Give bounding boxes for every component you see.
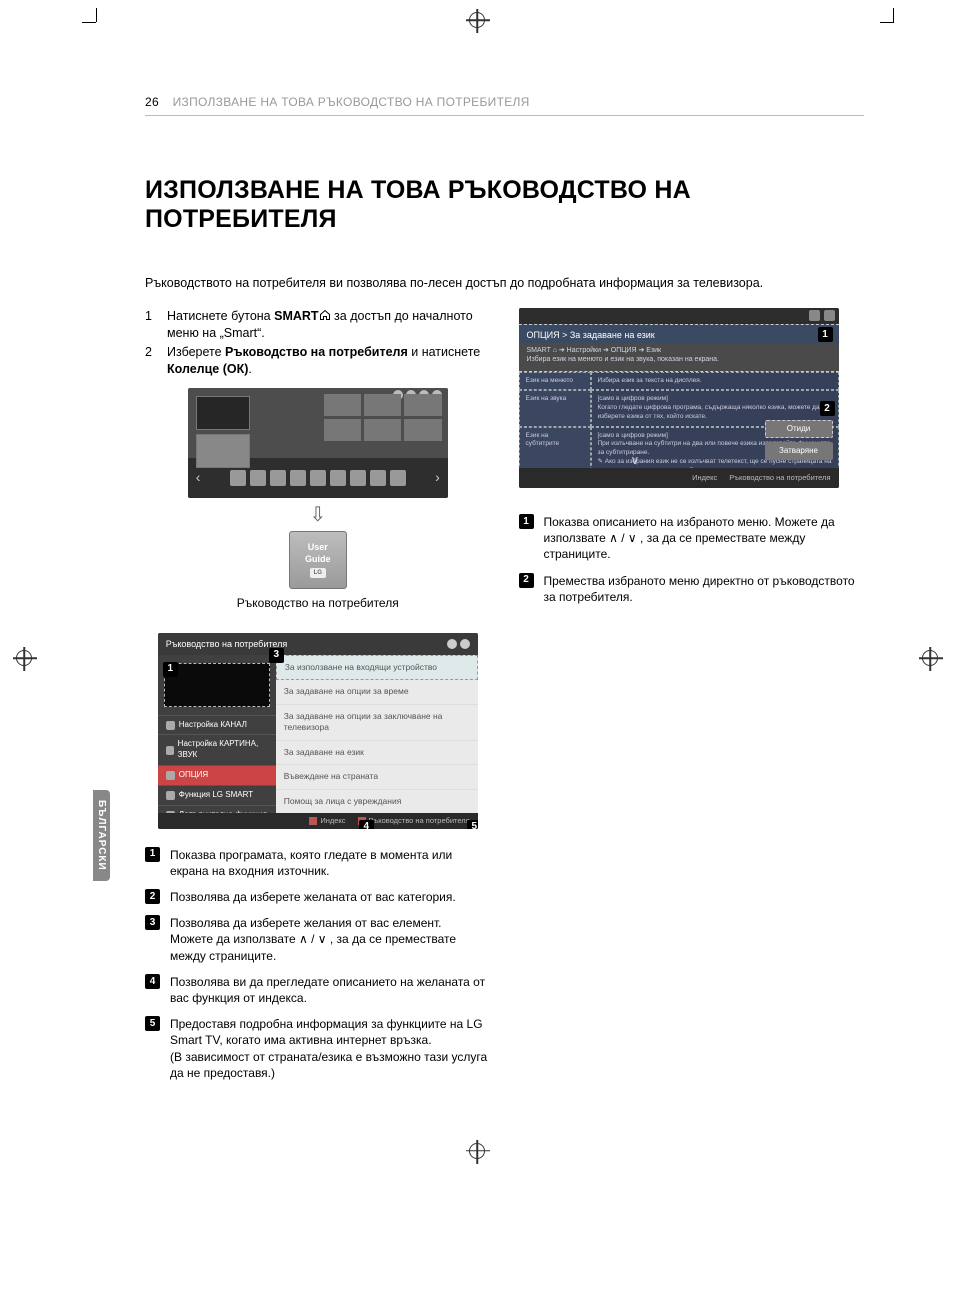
crop-mark bbox=[893, 8, 894, 22]
steps-list: 1 Натиснете бутона SMART за достъп до на… bbox=[145, 308, 491, 378]
step-text: Натиснете бутона SMART за достъп до нача… bbox=[167, 308, 491, 342]
step-1: 1 Натиснете бутона SMART за достъп до на… bbox=[145, 308, 491, 342]
step-number: 1 bbox=[145, 308, 157, 342]
user-guide-card: User Guide LG bbox=[289, 531, 347, 589]
crop-mark bbox=[82, 22, 96, 23]
legend-badge: 1 bbox=[145, 847, 160, 862]
breadcrumb: ОПЦИЯ > За задаване на език bbox=[527, 330, 655, 340]
legend-text: Премества избраното меню директно от рък… bbox=[544, 573, 865, 605]
legend-text: Позволява да изберете желания от вас еле… bbox=[170, 915, 491, 964]
legend-badge: 5 bbox=[145, 1016, 160, 1031]
legend-badge: 3 bbox=[145, 915, 160, 930]
running-head-text: ИЗПОЛЗВАНЕ НА ТОВА РЪКОВОДСТВО НА ПОТРЕБ… bbox=[173, 95, 530, 109]
legend-text: Показва описанието на избраното меню. Мо… bbox=[544, 514, 865, 563]
callout-1: 1 bbox=[163, 662, 178, 677]
step-2: 2 Изберете Ръководство на потребителя и … bbox=[145, 344, 491, 378]
home-icon bbox=[319, 309, 331, 321]
screenshot-user-guide-menu: Ръководство на потребителя 1 Настройка К… bbox=[158, 633, 478, 829]
legend-badge: 2 bbox=[145, 889, 160, 904]
legend-text: Предоставя подробна информация за функци… bbox=[170, 1016, 491, 1081]
left-column: 1 Натиснете бутона SMART за достъп до на… bbox=[145, 308, 491, 1091]
page-number: 26 bbox=[145, 95, 159, 109]
callout-2: 2 bbox=[820, 401, 835, 416]
callout-4: 4 bbox=[359, 820, 374, 829]
right-legend: 1 Показва описанието на избраното меню. М… bbox=[519, 514, 865, 605]
legend-text: Показва програмата, която гледате в моме… bbox=[170, 847, 491, 879]
down-arrow-icon: ⇩ bbox=[145, 502, 491, 529]
legend-badge: 2 bbox=[519, 573, 534, 588]
running-head: 26 ИЗПОЛЗВАНЕ НА ТОВА РЪКОВОДСТВО НА ПОТ… bbox=[145, 95, 864, 116]
two-columns: 1 Натиснете бутона SMART за достъп до на… bbox=[145, 308, 864, 1091]
callout-3: 3 bbox=[269, 648, 284, 663]
legend-badge: 4 bbox=[145, 974, 160, 989]
page: 26 ИЗПОЛЗВАНЕ НА ТОВА РЪКОВОДСТВО НА ПОТ… bbox=[0, 40, 954, 1131]
caption-user-guide: Ръководство на потребителя bbox=[145, 595, 491, 611]
left-legend: 1 Показва програмата, която гледате в мом… bbox=[145, 847, 491, 1081]
screenshot-smart-home: ‹ › bbox=[188, 388, 448, 498]
legend-text: Позволява да изберете желаната от вас ка… bbox=[170, 889, 491, 905]
right-column: ОПЦИЯ > За задаване на език 1 SMART ⌂ ➔ … bbox=[519, 308, 865, 1091]
step-text: Изберете Ръководство на потребителя и на… bbox=[167, 344, 491, 378]
crop-mark bbox=[880, 22, 894, 23]
registration-mark-bottom bbox=[469, 1143, 485, 1159]
legend-text: Позволява ви да прегледате описанието на… bbox=[170, 974, 491, 1006]
crop-mark bbox=[96, 8, 97, 22]
close-button: Затваряне bbox=[765, 442, 833, 460]
page-title: ИЗПОЛЗВАНЕ НА ТОВА РЪКОВОДСТВО НА ПОТРЕБ… bbox=[145, 176, 864, 234]
screenshot-option-detail: ОПЦИЯ > За задаване на език 1 SMART ⌂ ➔ … bbox=[519, 308, 839, 488]
intro-text: Ръководството на потребителя ви позволяв… bbox=[145, 276, 864, 290]
registration-mark-top bbox=[469, 12, 485, 28]
step-number: 2 bbox=[145, 344, 157, 378]
legend-badge: 1 bbox=[519, 514, 534, 529]
goto-button: Отиди bbox=[765, 420, 833, 438]
callout-5: 5 bbox=[467, 820, 478, 829]
callout-1: 1 bbox=[818, 327, 833, 342]
